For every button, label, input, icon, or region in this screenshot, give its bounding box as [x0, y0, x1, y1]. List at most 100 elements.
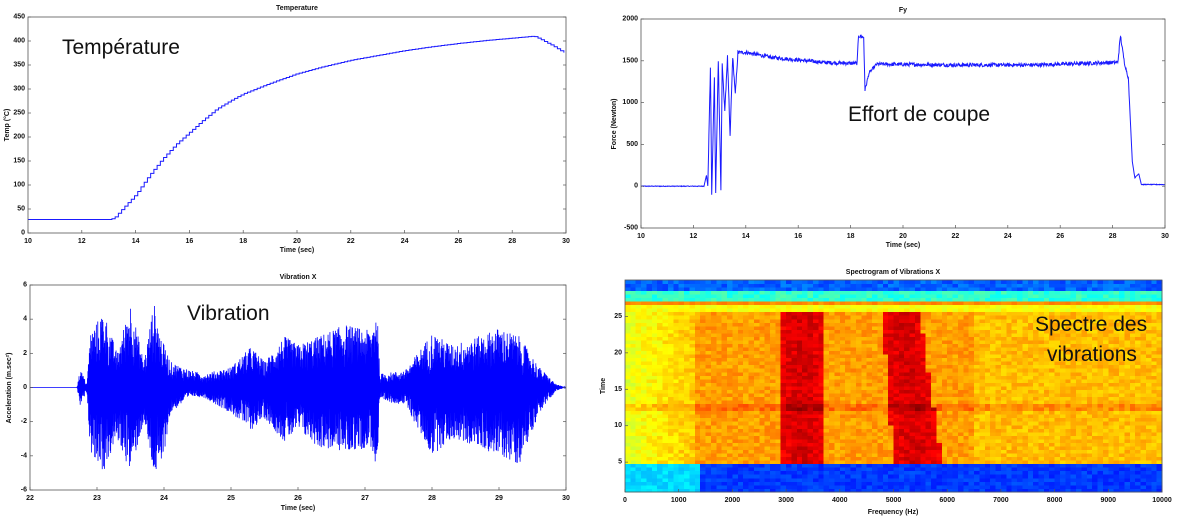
- heatmap-cell: [802, 357, 808, 362]
- heatmap-cell: [753, 386, 760, 390]
- heatmap-cell: [1135, 357, 1141, 362]
- heatmap-cell: [635, 424, 642, 429]
- heatmap-cell: [1151, 467, 1158, 472]
- heatmap-cell: [823, 439, 830, 443]
- heatmap-cell: [1070, 368, 1077, 373]
- heatmap-cell: [984, 449, 991, 454]
- heatmap-cell: [807, 322, 814, 327]
- heatmap-cell: [1000, 470, 1007, 475]
- heatmap-cell: [1027, 389, 1034, 394]
- heatmap-cell: [957, 378, 964, 383]
- heatmap-cell: [786, 484, 792, 489]
- heatmap-cell: [721, 325, 728, 330]
- heatmap-cell: [1097, 375, 1104, 380]
- heatmap-cell: [1054, 336, 1061, 341]
- heatmap-cell: [1086, 389, 1093, 394]
- heatmap-cell: [791, 449, 798, 454]
- heatmap-cell: [673, 449, 680, 454]
- heatmap-cell: [914, 347, 921, 352]
- heatmap-cell: [1113, 414, 1120, 419]
- heatmap-cell: [1145, 463, 1152, 468]
- heatmap-cell: [641, 431, 647, 436]
- heatmap-cell: [1086, 350, 1093, 355]
- heatmap-cell: [651, 435, 658, 440]
- heatmap-cell: [673, 424, 680, 429]
- heatmap-cell: [834, 421, 841, 426]
- heatmap-cell: [743, 318, 749, 323]
- heatmap-cell: [700, 340, 706, 344]
- heatmap-cell: [641, 467, 647, 472]
- heatmap-cell: [769, 414, 776, 419]
- heatmap-cell: [877, 474, 884, 479]
- heatmap-cell: [678, 400, 685, 405]
- heatmap-cell: [829, 442, 835, 447]
- heatmap-cell: [1033, 386, 1039, 390]
- heatmap-cell: [947, 350, 953, 355]
- heatmap-cell: [641, 453, 647, 458]
- heatmap-cell: [1076, 484, 1082, 489]
- heatmap-cell: [1076, 343, 1082, 348]
- heatmap-cell: [1119, 361, 1125, 366]
- heatmap-cell: [1124, 340, 1131, 344]
- heatmap-cell: [898, 400, 905, 405]
- heatmap-cell: [909, 417, 916, 422]
- heatmap-cell: [1119, 449, 1125, 454]
- heatmap-cell: [705, 400, 712, 405]
- heatmap-cell: [979, 396, 986, 401]
- heatmap-cell: [786, 463, 792, 468]
- heatmap-cell: [775, 460, 782, 465]
- heatmap-cell: [974, 407, 980, 412]
- heatmap-cell: [1102, 322, 1109, 327]
- heatmap-cell: [979, 446, 986, 450]
- heatmap-cell: [630, 357, 637, 362]
- heatmap-cell: [651, 357, 658, 362]
- heatmap-cell: [855, 375, 862, 380]
- heatmap-cell: [641, 375, 647, 380]
- heatmap-cell: [705, 428, 712, 433]
- heatmap-cell: [866, 449, 873, 454]
- heatmap-cell: [1000, 488, 1007, 493]
- y-tick-label: 100: [13, 182, 25, 189]
- heatmap-cell: [721, 407, 728, 412]
- heatmap-cell: [630, 364, 637, 369]
- heatmap-cell: [812, 343, 819, 348]
- heatmap-cell: [684, 336, 690, 341]
- heatmap-cell: [748, 400, 755, 405]
- heatmap-cell: [850, 403, 857, 408]
- heatmap-cell: [861, 322, 868, 327]
- heatmap-cell: [1017, 393, 1023, 397]
- heatmap-cell: [786, 325, 792, 330]
- heatmap-cell: [732, 368, 739, 373]
- heatmap-cell: [920, 484, 927, 489]
- heatmap-cell: [641, 322, 647, 327]
- heatmap-cell: [1049, 431, 1055, 436]
- heatmap-cell: [737, 389, 744, 394]
- heatmap-cell: [1129, 403, 1136, 408]
- heatmap-cell: [1017, 460, 1023, 465]
- heatmap-cell: [1151, 481, 1158, 486]
- heatmap-cell: [673, 421, 680, 426]
- heatmap-cell: [1065, 389, 1072, 394]
- heatmap-cell: [705, 382, 712, 387]
- heatmap-cell: [1124, 350, 1131, 355]
- heatmap-cell: [641, 460, 647, 465]
- heatmap-cell: [834, 428, 841, 433]
- heatmap-cell: [684, 375, 690, 380]
- heatmap-cell: [834, 354, 841, 359]
- heatmap-cell: [974, 403, 980, 408]
- heatmap-cell: [678, 371, 685, 376]
- heatmap-cell: [823, 354, 830, 359]
- heatmap-cell: [872, 322, 878, 327]
- heatmap-cell: [1011, 325, 1018, 330]
- heatmap-cell: [1092, 378, 1098, 383]
- heatmap-cell: [635, 463, 642, 468]
- heatmap-cell: [968, 467, 975, 472]
- heatmap-cell: [947, 449, 953, 454]
- heatmap-cell: [657, 403, 663, 408]
- heatmap-cell: [641, 403, 647, 408]
- heatmap-cell: [802, 393, 808, 397]
- heatmap-cell: [963, 400, 970, 405]
- heatmap-cell: [625, 446, 631, 450]
- heatmap-cell: [909, 336, 916, 341]
- heatmap-cell: [700, 481, 706, 486]
